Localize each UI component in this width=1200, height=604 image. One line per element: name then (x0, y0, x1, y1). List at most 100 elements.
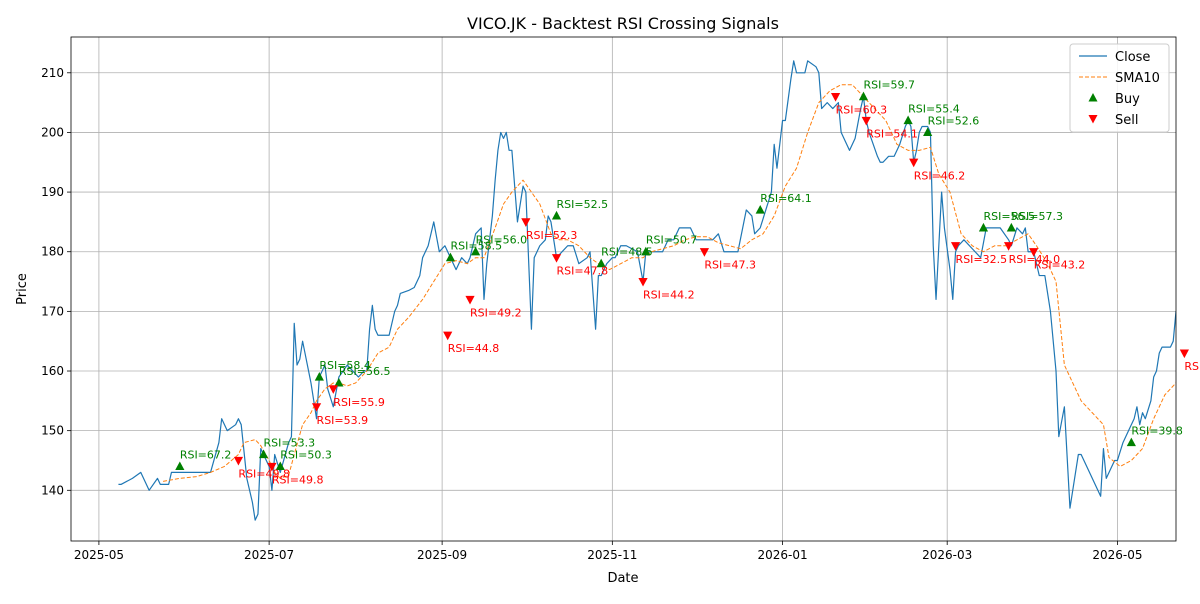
sell-label: RSI=47.3 (704, 259, 756, 272)
buy-marker (175, 461, 185, 471)
x-tick-label: 2025-05 (74, 548, 124, 562)
legend-buy-marker (1088, 93, 1098, 102)
signal-layer: RSI=67.2RSI=53.3RSI=50.3RSI=58.4RSI=56.5… (175, 79, 1200, 486)
legend-sma-label: SMA10 (1115, 71, 1160, 86)
buy-marker (445, 252, 456, 262)
x-axis-label: Date (607, 571, 638, 586)
sell-marker (328, 385, 338, 394)
close-line (118, 60, 1176, 521)
chart-title: VICO.JK - Backtest RSI Crossing Signals (467, 14, 779, 33)
buy-marker (1126, 437, 1136, 447)
sell-marker (909, 158, 919, 168)
buy-label: RSI=67.2 (180, 448, 232, 461)
buy-marker (471, 246, 481, 256)
sell-label: RSI=46.2 (914, 169, 966, 182)
legend-sell-marker (1088, 115, 1098, 124)
y-axis: 140 150 160 170 180 190 200 210 (41, 66, 71, 497)
buy-label: RSI=58.4 (319, 359, 371, 372)
x-axis: 2025-05 2025-07 2025-09 2025-11 2026-01 2026-… (74, 541, 1142, 562)
sell-label: RSI=32.5 (956, 253, 1008, 266)
sell-label: RSI=55.9 (333, 396, 385, 409)
sell-marker (521, 218, 531, 227)
x-tick-label: 2025-09 (417, 548, 467, 562)
legend-buy-label: Buy (1115, 92, 1140, 107)
buy-label: RSI=64.1 (760, 192, 812, 205)
sell-label: RSI=49.8 (238, 467, 290, 480)
buy-marker (641, 246, 651, 256)
sell-label: RSI=60.3 (836, 104, 888, 117)
y-axis-label: Price (15, 273, 30, 305)
buy-label: RSI=52.5 (557, 198, 609, 211)
y-tick-label: 140 (41, 483, 64, 497)
buy-label: RSI=39.8 (1131, 425, 1183, 438)
sell-marker (1179, 349, 1189, 359)
buy-label: RSI=59.7 (863, 79, 915, 92)
buy-label: RSI=50.7 (646, 234, 698, 247)
sell-marker (861, 116, 871, 126)
buy-marker (903, 115, 913, 125)
y-tick-label: 180 (41, 245, 64, 259)
sell-label: RSI=53.9 (317, 414, 369, 427)
legend-close-label: Close (1115, 50, 1150, 65)
buy-marker (978, 222, 989, 232)
sell-label: RSI=54.1 (866, 128, 918, 141)
sma10-line (162, 84, 1176, 482)
series-layer (118, 60, 1176, 521)
sell-label: RSI=47.8 (557, 265, 609, 278)
legend-sell-label: Sell (1115, 113, 1138, 128)
sell-label: RSI=44.2 (643, 289, 695, 302)
x-tick-label: 2026-03 (922, 548, 972, 562)
buy-marker (258, 449, 269, 459)
buy-label: RSI=48.5 (601, 246, 653, 259)
buy-marker (596, 258, 606, 268)
sell-marker (830, 93, 841, 102)
y-tick-label: 150 (41, 424, 64, 438)
buy-marker (858, 91, 869, 101)
sell-marker (267, 462, 277, 472)
y-tick-label: 170 (41, 304, 64, 318)
buy-label: RSI=58.5 (450, 240, 502, 253)
legend: Close SMA10 Buy Sell (1069, 43, 1170, 133)
x-tick-label: 2026-01 (757, 548, 807, 562)
sell-marker (699, 248, 710, 257)
sell-marker (311, 403, 322, 412)
buy-label: RSI=53.3 (264, 437, 316, 450)
buy-marker (923, 127, 933, 137)
x-tick-label: 2025-11 (587, 548, 637, 562)
plot-frame (70, 36, 1177, 542)
sell-marker (465, 295, 475, 305)
buy-label: RSI=52.6 (928, 114, 980, 127)
sell-label: RSI=52.3 (526, 229, 578, 242)
buy-marker (334, 377, 344, 387)
sell-marker (443, 331, 453, 341)
sell-label: RSI=58.4 (1184, 360, 1200, 373)
y-tick-label: 200 (41, 125, 64, 139)
buy-label: RSI=56.5 (339, 365, 391, 378)
buy-label: RSI=50.3 (280, 448, 332, 461)
buy-label: RSI=56.5 (983, 210, 1035, 223)
grid-lines (71, 37, 1176, 541)
buy-marker (275, 461, 285, 471)
sell-marker (950, 242, 961, 251)
buy-label: RSI=55.4 (908, 103, 960, 116)
sell-marker (551, 254, 562, 263)
legend-box (1069, 43, 1170, 133)
y-tick-label: 210 (41, 66, 64, 80)
buy-marker (755, 204, 765, 214)
x-tick-label: 2026-05 (1092, 548, 1142, 562)
sell-label: RSI=44.0 (1009, 253, 1061, 266)
sell-marker (1003, 242, 1014, 251)
sell-marker (233, 456, 244, 466)
sell-label: RSI=49.2 (470, 306, 522, 319)
buy-marker (1006, 222, 1016, 232)
buy-label: RSI=56.0 (476, 234, 528, 247)
sell-label: RSI=44.8 (448, 342, 500, 355)
sell-label: RSI=43.2 (1034, 259, 1086, 272)
buy-label: RSI=57.3 (1011, 210, 1063, 223)
y-tick-label: 190 (41, 185, 64, 199)
sell-marker (638, 277, 648, 287)
buy-marker (314, 371, 324, 381)
x-tick-label: 2025-07 (244, 548, 294, 562)
